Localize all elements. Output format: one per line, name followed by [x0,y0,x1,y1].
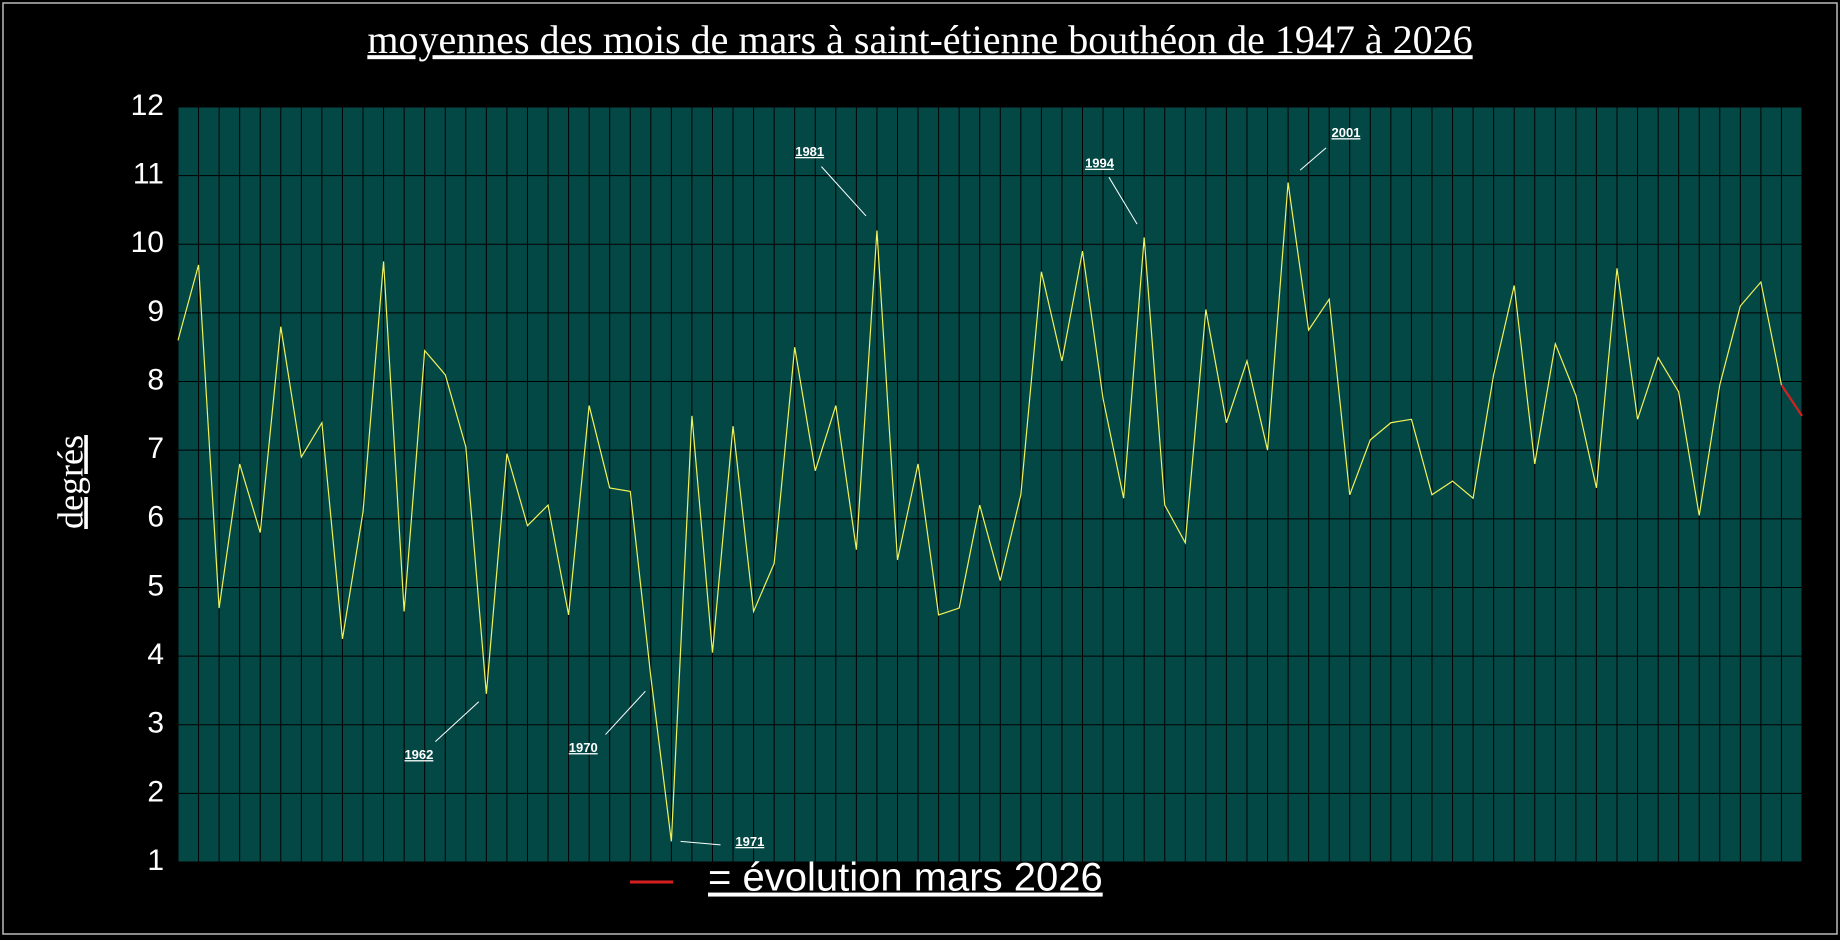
annotation-leader [1108,176,1138,225]
y-tick-label: 9 [147,295,164,328]
y-tick-label: 1 [147,844,164,877]
legend-label: = évolution mars 2026 [708,856,1103,900]
y-tick-label: 3 [147,707,164,740]
annotation: 1981 [795,144,824,159]
plot-area [178,107,1802,862]
data-line [1780,384,1803,417]
y-tick-label: 4 [147,638,164,671]
y-tick-label: 6 [147,501,164,534]
annotation-leader [821,166,867,217]
annotation: 1970 [569,740,598,755]
annotation: 1962 [404,747,433,762]
y-tick-label: 11 [133,158,164,191]
chart-title: moyennes des mois de mars à saint-étienn… [367,17,1472,62]
annotation-leader [605,690,646,735]
y-tick-label: 7 [147,432,164,465]
y-tick-label: 10 [131,226,164,259]
y-tick-label: 8 [147,363,164,396]
annotation-leader [680,840,721,846]
annotation: 1971 [735,834,764,849]
annotation: 2001 [1332,125,1361,140]
y-axis-label: degrés [50,435,90,529]
data-line [177,182,1783,842]
y-tick-label: 12 [131,89,164,122]
annotation-leader [435,701,480,743]
y-tick-label: 5 [147,569,164,602]
y-tick-label: 2 [147,775,164,808]
annotation: 1994 [1085,156,1115,171]
annotation-leader [1299,147,1327,171]
